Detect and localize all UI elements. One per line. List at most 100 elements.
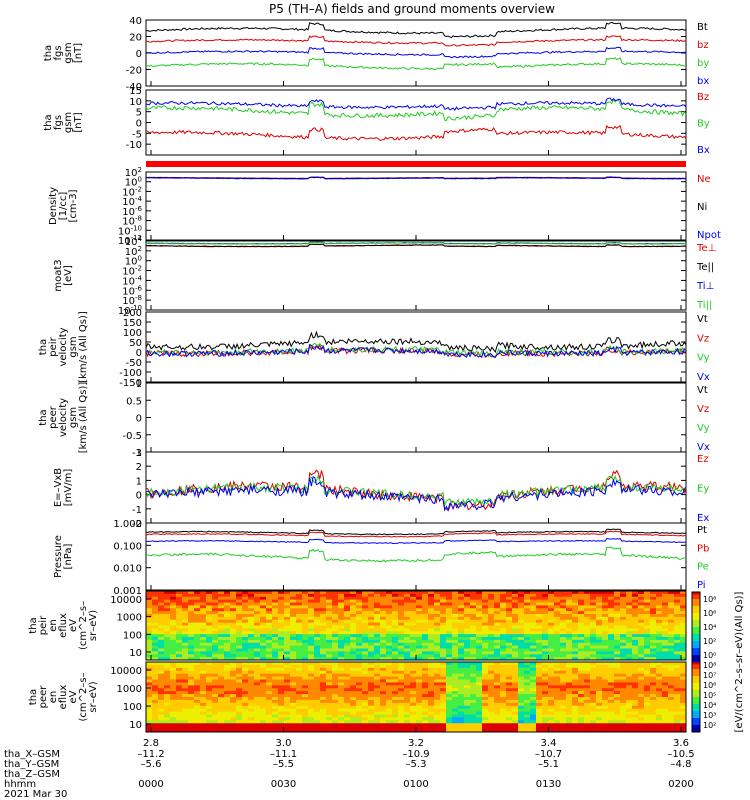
heatmap-cell: [644, 667, 651, 672]
heatmap-cell: [656, 694, 663, 698]
heatmap-cell: [278, 670, 285, 675]
heatmap-cell: [458, 723, 465, 727]
heatmap-cell: [206, 691, 213, 695]
heatmap-cell: [200, 673, 207, 678]
heatmap-cell: [242, 657, 249, 661]
heatmap-cell: [674, 694, 681, 698]
heatmap-cell: [446, 657, 453, 661]
heatmap-cell: [212, 608, 219, 612]
heatmap-cell: [308, 622, 315, 627]
heatmap-cell: [452, 676, 459, 680]
heatmap-cell: [350, 702, 357, 707]
heatmap-cell: [548, 682, 555, 686]
x-row-value: 0130: [536, 779, 561, 790]
heatmap-cell: [152, 729, 159, 733]
heatmap-cell: [236, 619, 243, 624]
heatmap-cell: [158, 605, 165, 609]
heatmap-cell: [458, 654, 465, 658]
heatmap-cell: [440, 667, 447, 672]
heatmap-cell: [380, 729, 387, 733]
heatmap-cell: [296, 667, 303, 672]
heatmap-cell: [566, 593, 573, 598]
heatmap-cell: [428, 619, 435, 624]
heatmap-cell: [602, 685, 609, 689]
heatmap-cell: [494, 616, 501, 621]
heatmap-cell: [620, 611, 627, 615]
heatmap-cell: [680, 622, 687, 627]
heatmap-cell: [284, 676, 291, 680]
heatmap-cell: [536, 657, 543, 661]
heatmap-cell: [290, 714, 297, 718]
heatmap-cell: [212, 679, 219, 683]
heatmap-cell: [590, 688, 597, 692]
heatmap-cell: [506, 708, 513, 713]
heatmap-cell: [632, 622, 639, 627]
heatmap-cell: [644, 602, 651, 606]
heatmap-cell: [644, 628, 651, 632]
heatmap-cell: [146, 688, 153, 692]
heatmap-cell: [500, 611, 507, 615]
heatmap-cell: [476, 705, 483, 710]
heatmap-cell: [578, 614, 585, 618]
heatmap-cell: [230, 596, 237, 601]
heatmap-cell: [452, 720, 459, 724]
heatmap-cell: [680, 729, 687, 733]
heatmap-cell: [548, 729, 555, 733]
heatmap-cell: [428, 667, 435, 672]
heatmap-cell: [590, 670, 597, 675]
heatmap-cell: [224, 673, 231, 678]
heatmap-cell: [476, 685, 483, 689]
heatmap-cell: [638, 622, 645, 627]
heatmap-cell: [176, 631, 183, 635]
colorbar-tick-label: 10⁶: [703, 681, 716, 690]
heatmap-cell: [578, 717, 585, 721]
heatmap-cell: [284, 622, 291, 627]
heatmap-cell: [224, 614, 231, 618]
heatmap-cell: [182, 697, 189, 701]
heatmap-cell: [368, 631, 375, 635]
heatmap-cell: [278, 596, 285, 601]
heatmap-cell: [248, 726, 255, 730]
heatmap-cell: [350, 708, 357, 713]
heatmap-cell: [338, 691, 345, 695]
heatmap-cell: [632, 711, 639, 715]
heatmap-cell: [356, 642, 363, 647]
heatmap-cell: [650, 619, 657, 624]
heatmap-cell: [662, 670, 669, 675]
heatmap-cell: [284, 699, 291, 704]
heatmap-cell: [158, 645, 165, 650]
heatmap-cell: [548, 697, 555, 701]
heatmap-cell: [242, 608, 249, 612]
heatmap-cell: [326, 705, 333, 710]
heatmap-cell: [542, 688, 549, 692]
heatmap-cell: [584, 702, 591, 707]
heatmap-cell: [380, 628, 387, 632]
heatmap-cell: [218, 697, 225, 701]
heatmap-cell: [314, 605, 321, 609]
heatmap-cell: [278, 648, 285, 652]
heatmap-cell: [266, 720, 273, 724]
heatmap-cell: [188, 648, 195, 652]
heatmap-cell: [512, 599, 519, 604]
heatmap-cell: [374, 714, 381, 718]
heatmap-cell: [266, 637, 273, 641]
heatmap-cell: [338, 605, 345, 609]
heatmap-cell: [608, 702, 615, 707]
legend-Ez: Ez: [697, 454, 709, 465]
heatmap-cell: [404, 608, 411, 612]
heatmap-cell: [146, 619, 153, 624]
heatmap-cell: [368, 679, 375, 683]
heatmap-cell: [224, 619, 231, 624]
heatmap-cell: [338, 697, 345, 701]
heatmap-cell: [500, 688, 507, 692]
heatmap-cell: [566, 723, 573, 727]
heatmap-cell: [368, 608, 375, 612]
heatmap-cell: [446, 679, 453, 683]
heatmap-cell: [452, 628, 459, 632]
heatmap-cell: [512, 642, 519, 647]
heatmap-cell: [542, 628, 549, 632]
heatmap-cell: [518, 596, 525, 601]
y-axis-label: sr–eV): [88, 681, 99, 712]
heatmap-cell: [560, 664, 567, 669]
